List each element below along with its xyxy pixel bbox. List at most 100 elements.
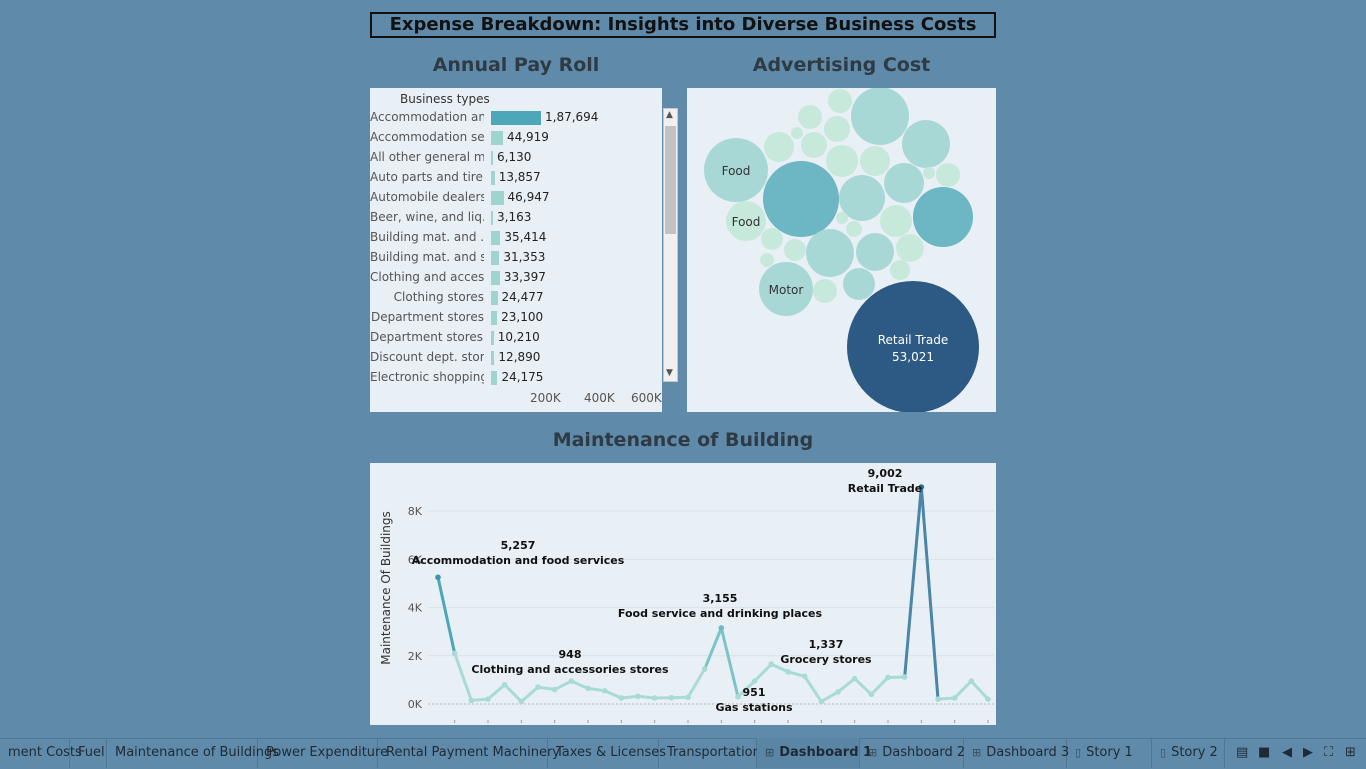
data-point[interactable] [702, 666, 708, 672]
data-point[interactable] [902, 674, 908, 680]
data-point[interactable] [635, 693, 641, 699]
data-point[interactable] [652, 695, 658, 701]
data-point[interactable] [602, 688, 608, 694]
data-point[interactable] [519, 699, 525, 705]
bubble[interactable] [843, 268, 875, 300]
bubble[interactable] [760, 253, 774, 267]
bubble[interactable] [923, 167, 935, 179]
sheet-tab[interactable]: Fuel [70, 738, 107, 768]
bubble[interactable] [764, 132, 794, 162]
sheet-tab[interactable]: ⊞Dashboard 1 [757, 738, 860, 768]
bar[interactable] [491, 211, 493, 225]
bar[interactable] [491, 311, 497, 325]
bar-row[interactable]: Department stores..10,210 [370, 328, 662, 348]
data-point[interactable] [952, 695, 958, 701]
data-point[interactable] [469, 698, 475, 704]
vertical-scrollbar[interactable]: ▲ ▼ [663, 108, 678, 382]
data-point[interactable] [985, 696, 991, 702]
bar-row[interactable]: Beer, wine, and liq..3,163 [370, 208, 662, 228]
bar-row[interactable]: Accommodation se..44,919 [370, 128, 662, 148]
bubble[interactable] [913, 187, 973, 247]
data-point[interactable] [569, 678, 575, 684]
bubble[interactable] [761, 228, 783, 250]
bar[interactable] [491, 131, 503, 145]
bubble[interactable] [880, 205, 912, 237]
data-point[interactable] [485, 696, 491, 702]
sheet-tab[interactable]: Rental Payment Machinery [378, 738, 548, 768]
bubble[interactable] [890, 260, 910, 280]
bar[interactable] [491, 191, 504, 205]
bar-row[interactable]: Auto parts and tire..13,857 [370, 168, 662, 188]
data-point[interactable] [869, 692, 875, 698]
data-point[interactable] [435, 574, 441, 580]
bar[interactable] [491, 111, 541, 125]
bar[interactable] [491, 331, 494, 345]
bar[interactable] [491, 251, 499, 265]
prev-icon[interactable]: ◀ [1282, 745, 1292, 760]
data-point[interactable] [802, 673, 808, 679]
data-point[interactable] [535, 684, 541, 690]
bubble[interactable] [791, 127, 803, 139]
presentation-icon[interactable]: ⊞ [1345, 745, 1356, 760]
next-icon[interactable]: ▶ [1303, 745, 1313, 760]
bubble[interactable] [860, 146, 890, 176]
bubble[interactable] [846, 221, 862, 237]
bubble[interactable] [784, 239, 806, 261]
scroll-down-icon[interactable]: ▼ [666, 368, 673, 378]
bar-row[interactable]: Clothing and acces..33,397 [370, 268, 662, 288]
fullscreen-icon[interactable]: ⛶ [1324, 745, 1333, 760]
bar[interactable] [491, 171, 495, 185]
data-point[interactable] [585, 686, 591, 692]
bubble[interactable] [836, 212, 848, 224]
data-point[interactable] [735, 694, 741, 700]
bubble[interactable] [896, 234, 924, 262]
bubble[interactable] [851, 88, 909, 145]
bar[interactable] [491, 291, 498, 305]
bar[interactable] [491, 231, 500, 245]
sheet-tab[interactable]: ⊞Dashboard 2 [860, 738, 964, 768]
sheet-tab[interactable]: ⊞Dashboard 3 [964, 738, 1067, 768]
scrollbar-thumb[interactable] [665, 126, 676, 234]
data-point[interactable] [785, 669, 791, 675]
sheet-tab[interactable]: Transportation [659, 738, 757, 768]
bar-row[interactable]: Discount dept. stor..12,890 [370, 348, 662, 368]
data-point[interactable] [835, 689, 841, 695]
sheet-tab[interactable]: ment Costs [0, 738, 70, 768]
data-point[interactable] [752, 678, 758, 684]
bar-row[interactable]: Building mat. and s..31,353 [370, 248, 662, 268]
bubble[interactable] [801, 132, 827, 158]
bubble[interactable] [798, 105, 822, 129]
data-point[interactable] [685, 694, 691, 700]
bar-row[interactable]: Building mat. and ..35,414 [370, 228, 662, 248]
bubble[interactable] [806, 229, 854, 277]
bubble[interactable] [813, 279, 837, 303]
bubble[interactable] [828, 89, 852, 113]
single-view-icon[interactable]: ■ [1258, 745, 1270, 760]
bar[interactable] [491, 151, 493, 165]
sheet-tab[interactable]: ▯Story 2 [1152, 738, 1225, 768]
data-point[interactable] [969, 678, 975, 684]
bubble[interactable] [902, 120, 950, 168]
grid-view-icon[interactable]: ▤ [1236, 745, 1248, 760]
sheet-tab[interactable]: ▯Story 1 [1067, 738, 1152, 768]
data-point[interactable] [935, 696, 941, 702]
bar-row[interactable]: All other general m..6,130 [370, 148, 662, 168]
sheet-tab[interactable]: Maintenance of Buildings [107, 738, 258, 768]
bubble[interactable] [884, 163, 924, 203]
bubble[interactable] [856, 233, 894, 271]
data-point[interactable] [669, 695, 675, 701]
data-point[interactable] [502, 682, 508, 688]
scroll-up-icon[interactable]: ▲ [666, 110, 673, 120]
data-point[interactable] [885, 675, 891, 681]
bar[interactable] [491, 371, 497, 385]
bubble[interactable] [826, 145, 858, 177]
sheet-tab[interactable]: Taxes & Licenses [548, 738, 659, 768]
data-point[interactable] [719, 625, 725, 631]
bubble[interactable] [936, 163, 960, 187]
bubble[interactable] [763, 161, 839, 237]
sheet-tab[interactable]: Power Expenditure [258, 738, 378, 768]
data-point[interactable] [852, 676, 858, 682]
